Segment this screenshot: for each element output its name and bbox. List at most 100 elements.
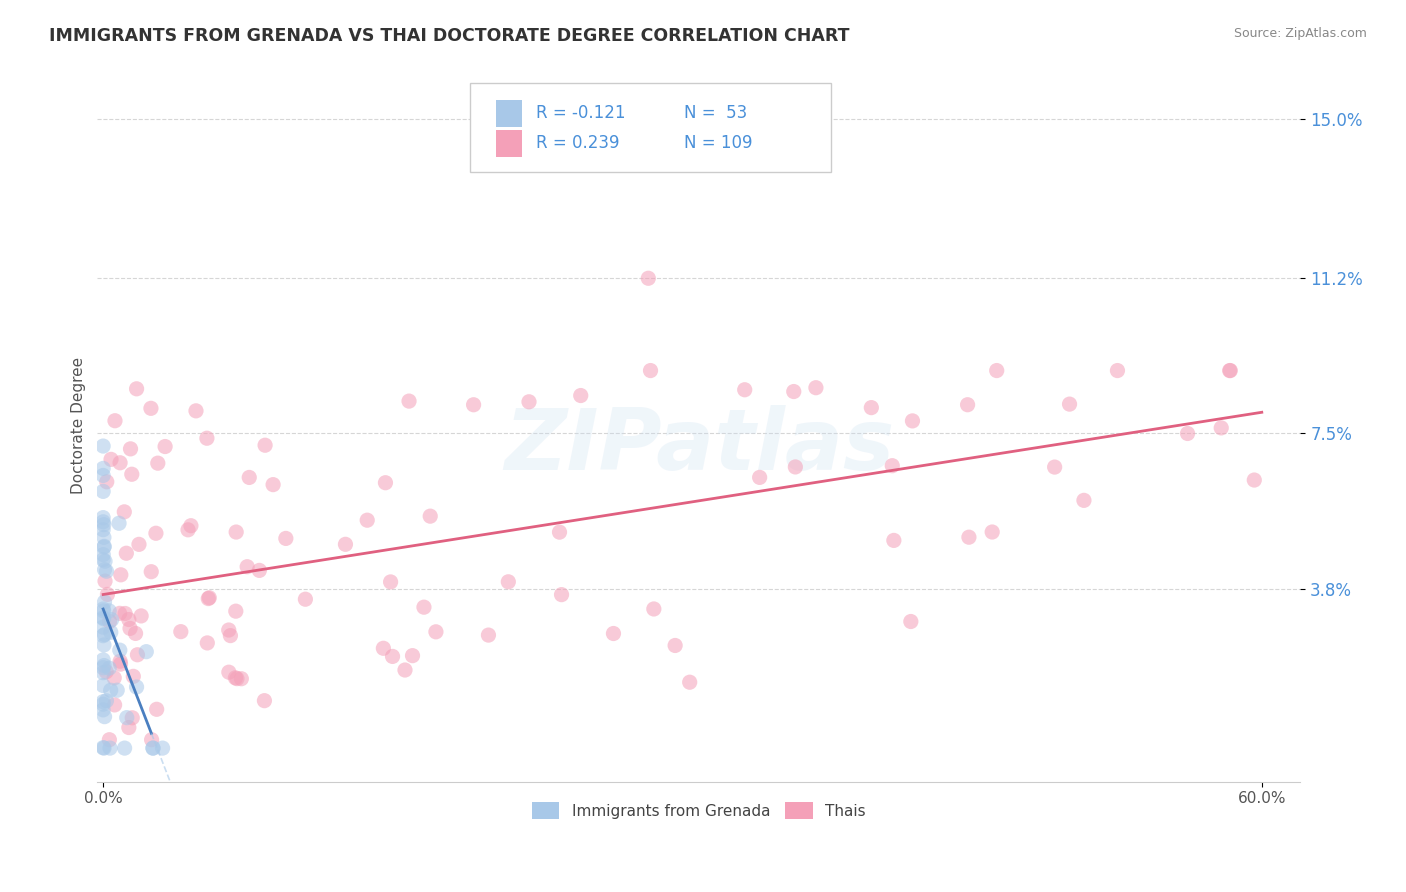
Point (374, 475, 396, 490)
Point (93, 604, 115, 618)
Text: R = 0.239: R = 0.239 (537, 135, 620, 153)
Point (124, 626, 146, 640)
Point (640, 363, 662, 377)
Point (882, 458, 904, 473)
Point (108, 654, 131, 668)
Point (91, 661, 114, 675)
Point (238, 470, 260, 484)
Point (98, 732, 121, 747)
Text: Source: ZipAtlas.com: Source: ZipAtlas.com (1233, 27, 1367, 40)
Point (218, 623, 240, 637)
Point (785, 459, 807, 474)
Point (231, 672, 253, 686)
Point (100, 683, 122, 698)
Point (104, 414, 127, 428)
Point (98, 741, 121, 756)
Point (225, 604, 247, 618)
Point (93, 612, 115, 626)
Point (96, 564, 118, 578)
Point (748, 470, 770, 484)
Point (91, 602, 114, 616)
Point (401, 648, 423, 663)
Point (118, 721, 141, 735)
Point (98, 615, 121, 629)
Point (152, 741, 174, 756)
Point (294, 592, 316, 607)
Point (105, 683, 128, 698)
Point (91, 695, 114, 709)
Point (1043, 460, 1066, 475)
Point (373, 641, 395, 656)
Point (142, 741, 165, 756)
Point (380, 574, 402, 589)
Point (225, 524, 247, 539)
Point (643, 602, 665, 616)
Point (91, 629, 114, 643)
Text: N =  53: N = 53 (685, 104, 748, 122)
Point (91, 610, 114, 624)
Point (91, 653, 114, 667)
Point (96, 475, 118, 489)
FancyBboxPatch shape (470, 83, 831, 172)
Point (236, 559, 259, 574)
Point (93, 563, 115, 577)
Point (98, 604, 121, 618)
Point (94, 574, 117, 588)
Point (413, 600, 436, 615)
Point (91, 484, 114, 499)
Point (254, 438, 277, 452)
Point (1219, 363, 1241, 377)
Point (93, 517, 115, 532)
Point (195, 431, 218, 445)
Point (956, 398, 979, 412)
Point (94, 554, 117, 568)
Point (114, 741, 136, 756)
Point (550, 588, 572, 602)
Point (100, 613, 122, 627)
Point (224, 671, 246, 685)
Point (146, 456, 169, 470)
Point (141, 732, 163, 747)
Point (419, 509, 441, 524)
Point (103, 671, 125, 685)
Point (142, 741, 165, 756)
Point (120, 442, 142, 456)
Point (93, 595, 115, 609)
Point (335, 537, 357, 551)
Point (115, 546, 138, 560)
Point (91, 439, 114, 453)
Point (394, 663, 416, 677)
Point (91, 523, 114, 537)
Point (139, 401, 162, 416)
Point (110, 657, 132, 672)
Point (381, 649, 404, 664)
Point (112, 505, 135, 519)
Point (141, 565, 163, 579)
Y-axis label: Doctorate Degree: Doctorate Degree (72, 357, 86, 493)
Point (118, 613, 141, 627)
Point (114, 607, 136, 621)
Text: R = -0.121: R = -0.121 (537, 104, 626, 122)
Point (262, 477, 284, 491)
Point (91, 468, 114, 483)
Point (1107, 363, 1129, 377)
Point (91, 703, 114, 717)
Point (177, 523, 200, 537)
Point (145, 702, 167, 716)
Point (184, 404, 207, 418)
Point (1177, 426, 1199, 441)
Point (115, 711, 138, 725)
Point (1073, 493, 1095, 508)
Point (602, 626, 624, 640)
Point (96, 665, 118, 679)
Point (804, 381, 827, 395)
Point (93, 658, 115, 673)
Point (195, 636, 218, 650)
Point (100, 452, 122, 467)
Point (981, 524, 1004, 539)
Point (145, 526, 167, 541)
Point (91, 665, 114, 680)
Point (91, 620, 114, 634)
Point (477, 628, 499, 642)
Point (153, 440, 176, 454)
